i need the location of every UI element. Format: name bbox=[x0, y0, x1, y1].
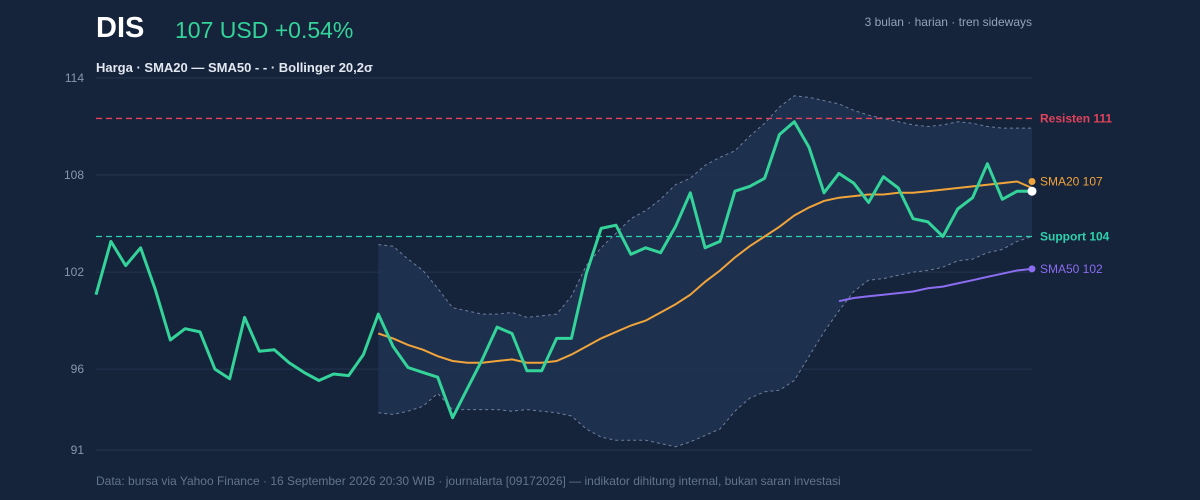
y-tick-label: 96 bbox=[71, 362, 85, 376]
support-label: Support 104 bbox=[1040, 230, 1110, 244]
sma20-end-label: SMA20 107 bbox=[1040, 175, 1103, 189]
sma50-line bbox=[838, 267, 1033, 303]
bollinger-lower-line bbox=[378, 236, 1033, 448]
y-tick-label: 102 bbox=[64, 265, 84, 279]
sma50-end-dot bbox=[1028, 265, 1036, 273]
sma50-end-label: SMA50 102 bbox=[1040, 262, 1103, 276]
ticker-symbol: DIS bbox=[96, 12, 145, 44]
price-line bbox=[94, 120, 1032, 420]
bollinger-upper-line bbox=[378, 95, 1032, 318]
resistance-label: Resisten 111 bbox=[1040, 111, 1112, 125]
y-tick-label: 114 bbox=[65, 71, 84, 85]
sma20-line bbox=[377, 180, 1033, 364]
bollinger-band-fill bbox=[378, 95, 1032, 447]
data-source-footer: Data: bursa via Yahoo Finance · 16 Septe… bbox=[96, 474, 841, 488]
chart-legend: Harga · SMA20 — SMA50 - - · Bollinger 20… bbox=[96, 60, 373, 75]
price-end-dot bbox=[1027, 186, 1037, 196]
sma20-end-dot bbox=[1028, 178, 1036, 186]
timeframe-info: 3 bulan · harian · tren sideways bbox=[864, 15, 1032, 29]
y-tick-label: 91 bbox=[71, 443, 85, 457]
price-change: 107 USD +0.54% bbox=[175, 17, 354, 43]
y-tick-label: 108 bbox=[64, 168, 84, 182]
